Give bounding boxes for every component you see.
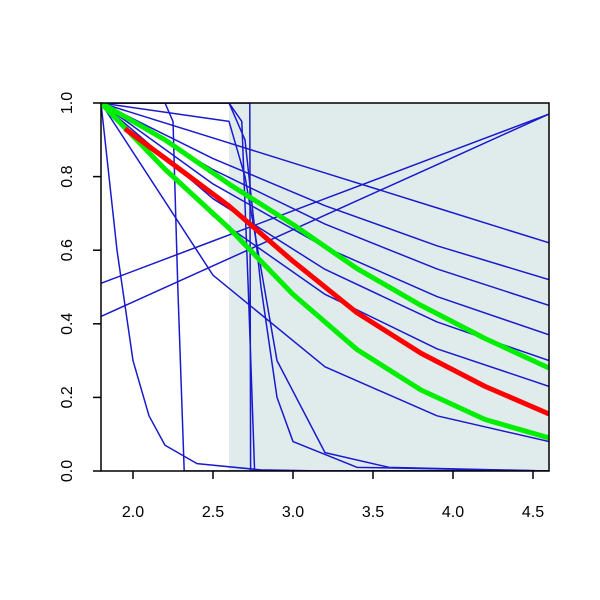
x-tick-label: 4.5 [522, 504, 544, 521]
x-tick-label: 2.5 [202, 504, 224, 521]
y-tick-label: 0.4 [59, 313, 76, 335]
plot-frame [100, 102, 550, 472]
x-tick-label: 3.0 [282, 504, 304, 521]
series-line [101, 103, 549, 371]
series-line [101, 113, 549, 318]
series-line [123, 126, 549, 417]
y-tick-label: 0.2 [59, 386, 76, 408]
y-tick-label: 0.0 [59, 460, 76, 482]
x-tick-label: 3.5 [362, 504, 384, 521]
series-line [101, 103, 549, 471]
y-tick-label: 0.8 [59, 165, 76, 187]
series-line [101, 103, 549, 471]
series-line [101, 103, 549, 441]
series-line [101, 103, 549, 471]
x-tick-label: 4.0 [442, 504, 464, 521]
x-tick-label: 2.0 [122, 504, 144, 521]
series-line [101, 103, 549, 244]
series-line [101, 113, 549, 285]
y-tick-label: 1.0 [59, 92, 76, 114]
series-line [101, 103, 549, 471]
series-line [101, 103, 549, 281]
plot-area [101, 103, 549, 471]
series-line [101, 103, 549, 471]
y-tick-label: 0.6 [59, 239, 76, 261]
